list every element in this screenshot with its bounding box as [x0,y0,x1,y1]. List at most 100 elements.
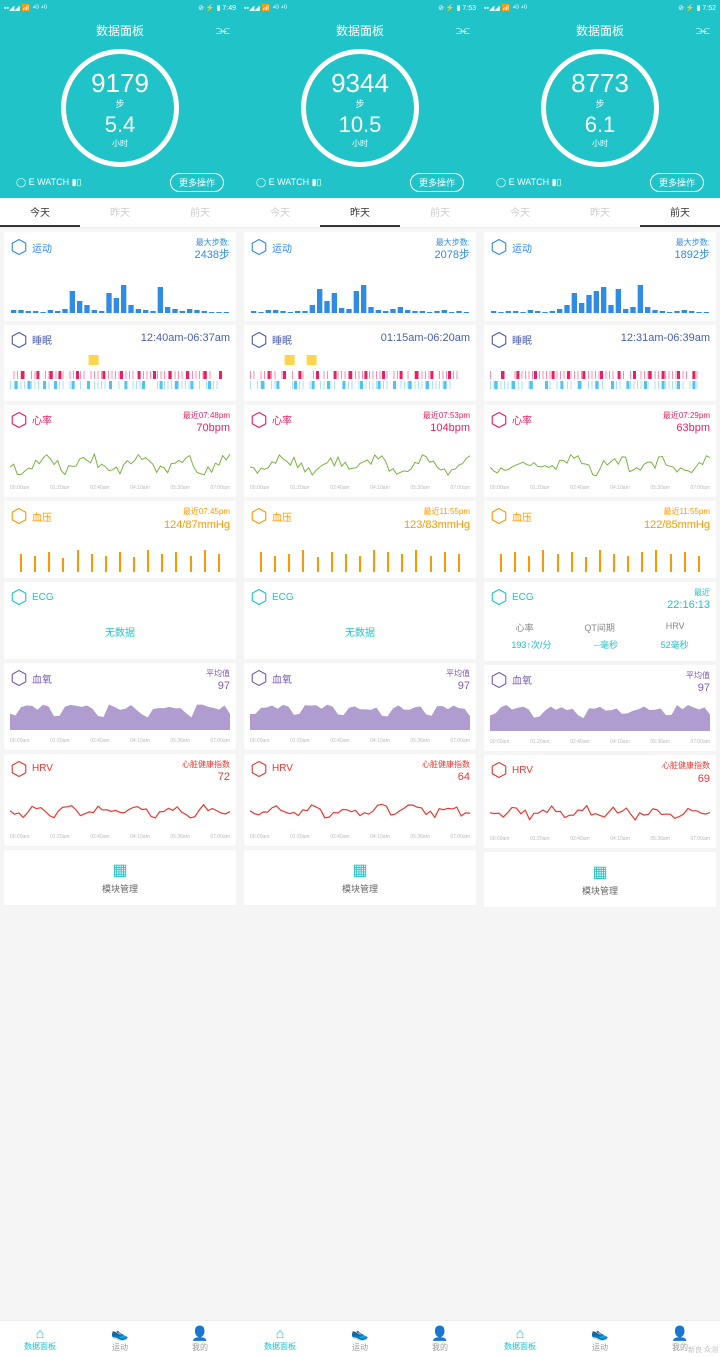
module-icon: ▦ [484,862,716,882]
share-icon[interactable]: ⫘ [216,22,230,40]
module-icon: ▦ [4,860,236,880]
page-title: 数据面板 [8,18,232,43]
bp-card[interactable]: 血压 最近07:45pm124/87mmHg [4,501,236,578]
bp-icon [490,507,508,525]
activity-card[interactable]: 运动 最大步数:2438步 [4,232,236,321]
day-tabs: 今天昨天前天 [0,198,240,228]
watch-name[interactable]: ◯ E WATCH ▮▯ [256,177,321,188]
bottom-nav: ⌂数据面板👟运动👤我的 [240,1320,480,1357]
sleep-icon [250,331,268,349]
hr-card[interactable]: 心率 最近07:48pm70bpm 00:00am01:20am02:40am0… [4,405,236,498]
ecg-icon [250,588,268,606]
page-title: 数据面板 [248,18,472,43]
watch-name[interactable]: ◯ E WATCH ▮▯ [16,177,81,188]
hrv-card[interactable]: HRV 心脏健康指数72 00:00am01:20am02:40am04:10a… [4,754,236,847]
watch-name[interactable]: ◯ E WATCH ▮▯ [496,177,561,188]
module-manager[interactable]: ▦ 模块管理 [484,852,716,907]
hours-value: 10.5 [339,112,382,138]
spo2-icon [10,669,28,687]
share-icon[interactable]: ⫘ [456,22,470,40]
nav-item-0[interactable]: ⌂数据面板 [480,1325,560,1353]
ecg-icon [490,588,508,606]
day-tabs: 今天昨天前天 [480,198,720,228]
more-button[interactable]: 更多操作 [410,173,464,192]
steps-circle[interactable]: 8773 步 6.1 小时 [541,49,659,167]
bottom-nav: ⌂数据面板👟运动👤我的 [480,1320,720,1357]
day-tabs: 今天昨天前天 [240,198,480,228]
hrv-card[interactable]: HRV 心脏健康指数69 00:00am01:20am02:40am04:10a… [484,755,716,848]
panel-2: ▪▪◢◢ 📶 ⁴ᴳ ⁴ᴳ⊘ ⚡ ▮ 7:52 数据面板 ⫘ 8773 步 6.1… [480,0,720,1357]
bp-card[interactable]: 血压 最近11:55pm122/85mmHg [484,501,716,578]
steps-value: 9179 [91,68,149,99]
ecg-icon [10,588,28,606]
activity-icon [250,238,268,256]
more-button[interactable]: 更多操作 [170,173,224,192]
spo2-card[interactable]: 血氧 平均值97 00:00am01:20am02:40am04:10am05:… [244,663,476,750]
tab-1[interactable]: 昨天 [320,198,400,227]
hours-value: 6.1 [585,112,616,138]
tab-1[interactable]: 昨天 [80,198,160,227]
module-manager[interactable]: ▦ 模块管理 [244,850,476,905]
steps-circle[interactable]: 9344 步 10.5 小时 [301,49,419,167]
sleep-card[interactable]: 睡眠 12:31am-06:39am [484,325,716,401]
hours-value: 5.4 [105,112,136,138]
hr-icon [10,411,28,429]
sleep-card[interactable]: 睡眠 12:40am-06:37am [4,325,236,401]
steps-value: 8773 [571,68,629,99]
activity-icon [490,238,508,256]
tab-2[interactable]: 前天 [160,198,240,227]
module-icon: ▦ [244,860,476,880]
status-bar: ▪▪◢◢ 📶 ⁴ᴳ ⁴ᴳ⊘ ⚡ ▮ 7:53 [240,0,480,16]
spo2-card[interactable]: 血氧 平均值97 00:00am01:20am02:40am04:10am05:… [484,665,716,752]
activity-icon [10,238,28,256]
nav-item-0[interactable]: ⌂数据面板 [240,1325,320,1353]
bp-icon [10,507,28,525]
activity-card[interactable]: 运动 最大步数:1892步 [484,232,716,321]
spo2-card[interactable]: 血氧 平均值97 00:00am01:20am02:40am04:10am05:… [4,663,236,750]
nav-item-1[interactable]: 👟运动 [560,1325,640,1353]
tab-2[interactable]: 前天 [640,198,720,227]
nav-item-0[interactable]: ⌂数据面板 [0,1325,80,1353]
activity-card[interactable]: 运动 最大步数:2078步 [244,232,476,321]
panel-1: ▪▪◢◢ 📶 ⁴ᴳ ⁴ᴳ⊘ ⚡ ▮ 7:53 数据面板 ⫘ 9344 步 10.… [240,0,480,1357]
share-icon[interactable]: ⫘ [696,22,710,40]
tab-2[interactable]: 前天 [400,198,480,227]
sleep-icon [490,331,508,349]
watermark: 新良 众测 [688,1345,718,1355]
hr-icon [250,411,268,429]
ecg-card[interactable]: ECG 无数据 [244,582,476,659]
spo2-icon [490,671,508,689]
sleep-card[interactable]: 睡眠 01:15am-06:20am [244,325,476,401]
bp-card[interactable]: 血压 最近11:55pm123/83mmHg [244,501,476,578]
nav-item-1[interactable]: 👟运动 [320,1325,400,1353]
panel-0: ▪▪◢◢ 📶 ⁴ᴳ ⁴ᴳ⊘ ⚡ ▮ 7:49 数据面板 ⫘ 9179 步 5.4… [0,0,240,1357]
header: 数据面板 ⫘ 9179 步 5.4 小时 ◯ E WATCH ▮▯ 更多操作 [0,16,240,198]
more-button[interactable]: 更多操作 [650,173,704,192]
page-title: 数据面板 [488,18,712,43]
ecg-card[interactable]: ECG 最近22:16:13 心率QT间期HRV193↑次/分--毫秒52毫秒 [484,582,716,661]
status-bar: ▪▪◢◢ 📶 ⁴ᴳ ⁴ᴳ⊘ ⚡ ▮ 7:52 [480,0,720,16]
hr-icon [490,411,508,429]
hrv-icon [10,760,28,778]
hr-card[interactable]: 心率 最近07:53pm104bpm 00:00am01:20am02:40am… [244,405,476,498]
tab-0[interactable]: 今天 [0,198,80,227]
hrv-card[interactable]: HRV 心脏健康指数64 00:00am01:20am02:40am04:10a… [244,754,476,847]
hrv-icon [250,760,268,778]
module-manager[interactable]: ▦ 模块管理 [4,850,236,905]
sleep-icon [10,331,28,349]
ecg-card[interactable]: ECG 无数据 [4,582,236,659]
nav-item-2[interactable]: 👤我的 [160,1325,240,1353]
status-bar: ▪▪◢◢ 📶 ⁴ᴳ ⁴ᴳ⊘ ⚡ ▮ 7:49 [0,0,240,16]
header: 数据面板 ⫘ 8773 步 6.1 小时 ◯ E WATCH ▮▯ 更多操作 [480,16,720,198]
tab-0[interactable]: 今天 [480,198,560,227]
steps-circle[interactable]: 9179 步 5.4 小时 [61,49,179,167]
steps-value: 9344 [331,68,389,99]
header: 数据面板 ⫘ 9344 步 10.5 小时 ◯ E WATCH ▮▯ 更多操作 [240,16,480,198]
bp-icon [250,507,268,525]
nav-item-2[interactable]: 👤我的 [400,1325,480,1353]
tab-1[interactable]: 昨天 [560,198,640,227]
spo2-icon [250,669,268,687]
tab-0[interactable]: 今天 [240,198,320,227]
hr-card[interactable]: 心率 最近07:29pm63bpm 00:00am01:20am02:40am0… [484,405,716,498]
nav-item-1[interactable]: 👟运动 [80,1325,160,1353]
